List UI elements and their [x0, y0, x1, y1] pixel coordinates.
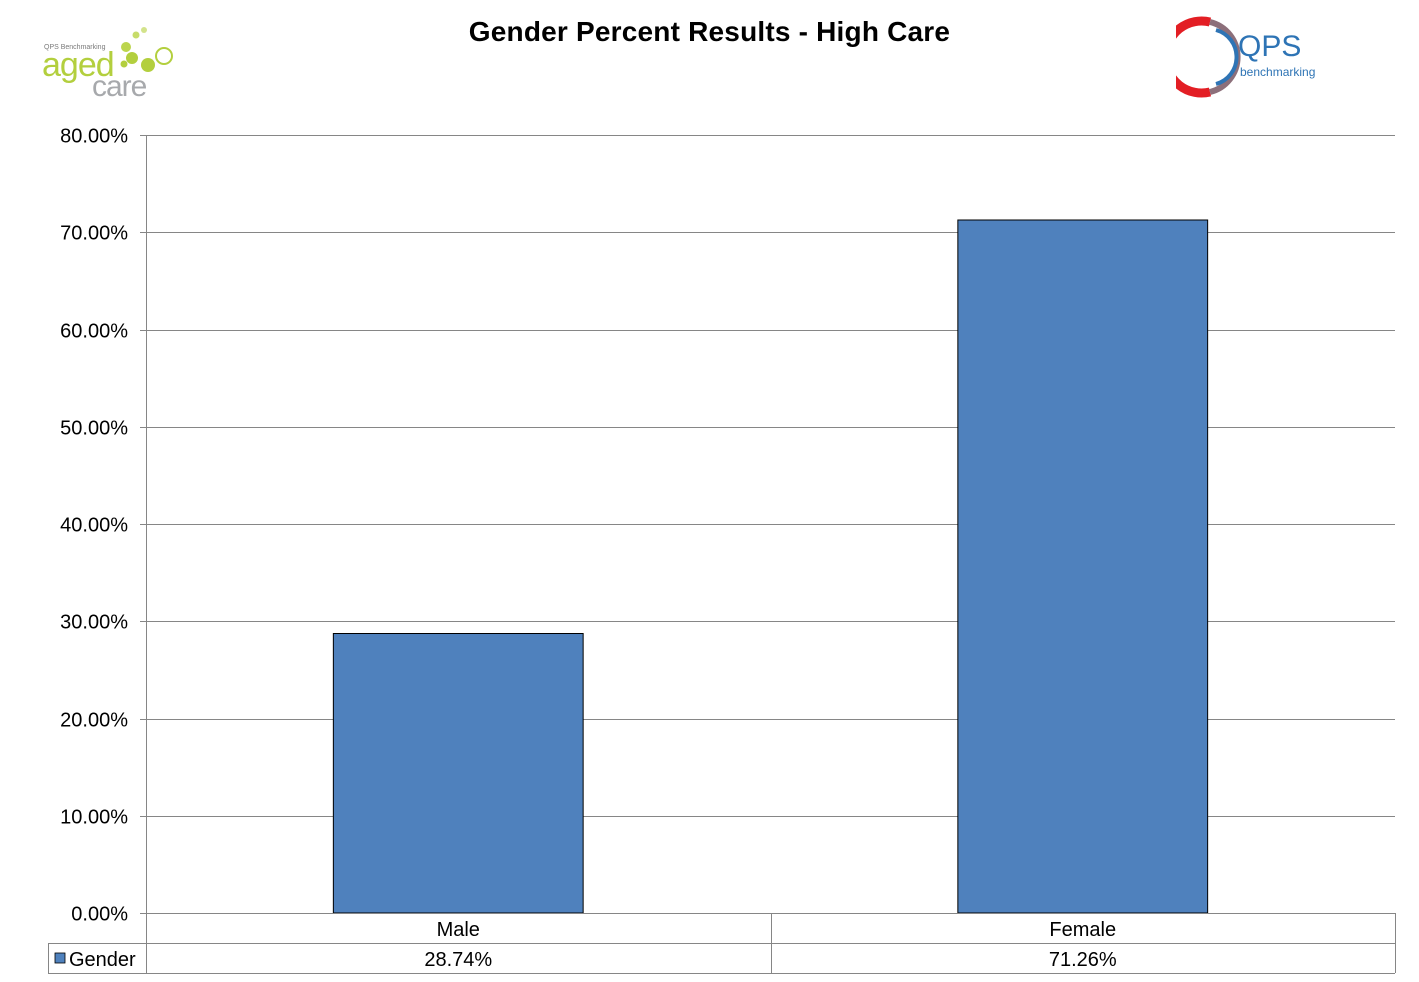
- data-table-value: 28.74%: [424, 949, 492, 971]
- aged-care-logo-word-care: care: [92, 70, 147, 103]
- aged-care-logo-small-text: QPS Benchmarking: [44, 44, 106, 51]
- aged-care-bubbles-icon: [120, 27, 173, 72]
- y-tick-label: 80.00%: [60, 126, 128, 148]
- bars: [332, 219, 1209, 914]
- y-tick-label: 20.00%: [60, 710, 128, 732]
- axes: [146, 135, 1395, 973]
- qps-ring-icon: [1176, 16, 1241, 98]
- category-label: Male: [437, 919, 480, 941]
- benchmarking-logo-word: benchmarking: [1240, 65, 1316, 79]
- qps-benchmarking-logo: QPS benchmarking: [1176, 16, 1336, 100]
- data-table-value: 71.26%: [1049, 949, 1117, 971]
- data-table: Male Female Gender 28.74% 71.26%: [48, 913, 1396, 974]
- bar-female: [957, 219, 1209, 914]
- y-tick-labels: 0.00% 10.00% 20.00% 30.00% 40.00% 50.00% 60.00…: [60, 126, 128, 926]
- bar-male: [332, 633, 584, 914]
- qps-logo-word: QPS: [1238, 30, 1302, 63]
- legend-series-name: Gender: [69, 949, 136, 971]
- y-tick-label: 50.00%: [60, 418, 128, 440]
- y-tick-label: 70.00%: [60, 223, 128, 245]
- y-tick-label: 10.00%: [60, 807, 128, 829]
- y-tick-label: 40.00%: [60, 515, 128, 537]
- legend-key-gender: [54, 952, 66, 964]
- aged-care-logo-word-aged: aged: [42, 46, 115, 84]
- y-tick-label: 0.00%: [71, 904, 128, 926]
- y-tick-label: 60.00%: [60, 321, 128, 343]
- y-tick-label: 30.00%: [60, 612, 128, 634]
- category-label: Female: [1049, 919, 1116, 941]
- chart-title: Gender Percent Results - High Care: [468, 16, 951, 47]
- aged-care-logo: QPS Benchmarking aged care: [40, 22, 180, 104]
